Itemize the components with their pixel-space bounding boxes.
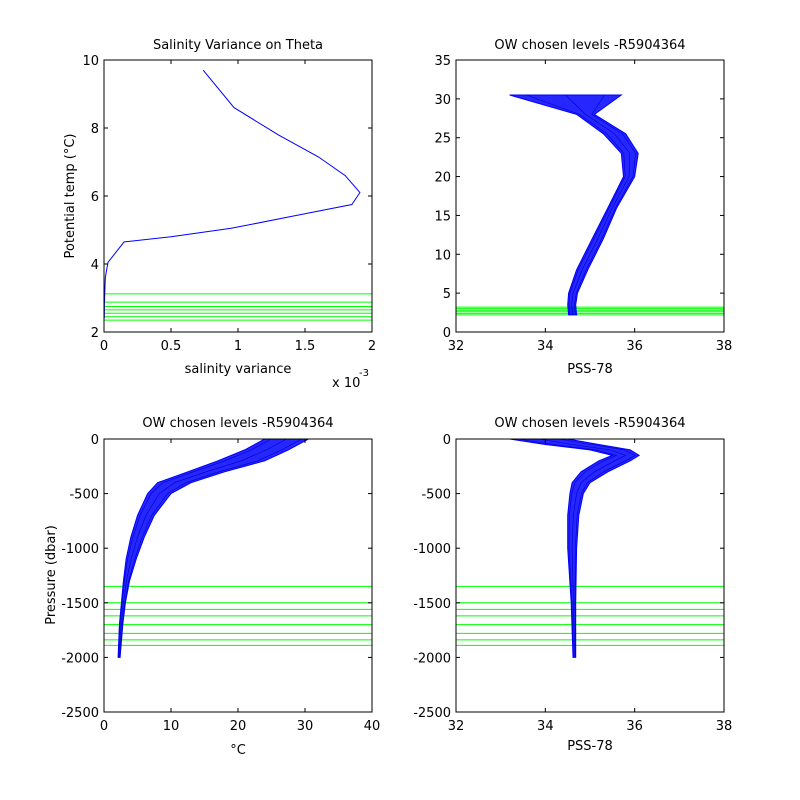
panel-4-plot-area <box>456 438 724 658</box>
panel-2-x-tick-label: 32 <box>448 339 465 354</box>
panel-2-profile-trace <box>574 94 637 315</box>
panel-1-y-tick-label: 8 <box>91 122 99 137</box>
panel-3-profile-trace <box>118 438 272 658</box>
panel-3-y-label: Pressure (dbar) <box>44 525 59 625</box>
panel-theta-salinity: OW chosen levels -R5904364 32 34 36 38 0 5 10 1… <box>434 38 732 377</box>
panel-4-x-tick-label: 34 <box>537 719 554 734</box>
panel-4-y-tick-label: -1000 <box>413 542 451 557</box>
panel-salinity-pressure: OW chosen levels -R5904364 32 34 36 38 -2500… <box>413 416 732 754</box>
panel-2-y-tick-label: 15 <box>434 209 451 224</box>
panel-4-profile-trace <box>558 438 636 658</box>
panel-1-x-tick-label: 2 <box>368 339 376 354</box>
panel-3-title: OW chosen levels -R5904364 <box>142 416 333 431</box>
panel-1-x-tick-label: 1.5 <box>295 339 316 354</box>
panel-4-profile-trace <box>538 438 627 658</box>
panel-3-x-tick-label: 40 <box>364 719 381 734</box>
panel-2-profile-band <box>509 94 639 316</box>
panel-1-ticks: 0 0.5 1 1.5 2 2 4 6 8 10 <box>82 54 376 354</box>
panel-2-title: OW chosen levels -R5904364 <box>494 38 685 53</box>
panel-1-title: Salinity Variance on Theta <box>153 38 323 53</box>
panel-2-axes-box <box>455 59 725 333</box>
panel-4-x-tick-label: 32 <box>448 719 465 734</box>
panel-1-x-tick-label: 0 <box>100 339 108 354</box>
panel-1-y-tick-label: 2 <box>91 326 99 341</box>
panel-2-y-tick-label: 20 <box>434 171 451 186</box>
panel-4-x-tick-label: 36 <box>626 719 643 734</box>
panel-2-ticks: 32 34 36 38 0 5 10 15 20 25 30 35 <box>434 54 732 354</box>
panel-4-profile-band <box>509 438 641 658</box>
panel-2-x-tick-label: 34 <box>537 339 554 354</box>
panel-3-x-tick-label: 30 <box>297 719 314 734</box>
panel-4-y-tick-label: 0 <box>443 433 451 448</box>
panel-4-profile-trace <box>518 438 618 658</box>
panel-1-x-tick-label: 0.5 <box>161 339 182 354</box>
panel-4-axes-box <box>455 438 725 713</box>
panel-2-y-tick-label: 0 <box>443 326 451 341</box>
panel-1-variance-curve <box>103 69 361 319</box>
panel-3-plot-area <box>104 438 372 658</box>
panel-4-ticks: 32 34 36 38 -2500 -2000 -1500 -1000 -500 0 <box>413 433 732 734</box>
panel-3-x-tick-label: 0 <box>100 719 108 734</box>
panel-temperature-pressure: OW chosen levels -R5904364 0 10 20 30 40 -250… <box>44 416 380 758</box>
panel-2-x-tick-label: 36 <box>626 339 643 354</box>
panel-1-y-label: Potential temp (°C) <box>63 134 78 259</box>
panel-2-y-tick-label: 35 <box>434 54 451 69</box>
panel-2-plot-area <box>456 94 724 316</box>
panel-1-x-tick-label: 1 <box>234 339 242 354</box>
panel-2-x-label: PSS-78 <box>567 362 613 377</box>
panel-3-x-label: °C <box>230 743 246 758</box>
panel-3-x-tick-label: 20 <box>230 719 247 734</box>
panel-4-y-tick-label: -1500 <box>413 597 451 612</box>
panel-1-x-exponent-base: x 10 <box>332 376 360 391</box>
panel-3-y-tick-label: -500 <box>69 488 99 503</box>
panel-3-x-tick-label: 10 <box>163 719 180 734</box>
panel-4-title: OW chosen levels -R5904364 <box>494 416 685 431</box>
panel-3-y-tick-label: -2000 <box>61 651 99 666</box>
panel-2-profile-trace <box>565 94 631 315</box>
panel-1-y-tick-label: 6 <box>91 190 99 205</box>
panel-3-y-tick-label: -1000 <box>61 542 99 557</box>
panel-3-profile-trace <box>119 438 302 658</box>
panel-salinity-variance: Salinity Variance on Theta 0 0.5 1 1.5 2 2 4 6 8… <box>63 38 376 391</box>
panel-3-ticks: 0 10 20 30 40 -2500 -2000 -1500 -1000 -500 0 <box>61 433 380 734</box>
panel-2-y-tick-label: 5 <box>443 287 451 302</box>
panel-2-x-tick-label: 38 <box>716 339 733 354</box>
panel-1-x-exponent-power: -3 <box>359 368 369 379</box>
panel-3-y-tick-label: -1500 <box>61 597 99 612</box>
panel-4-x-tick-label: 38 <box>716 719 733 734</box>
panel-4-y-tick-label: -2000 <box>413 651 451 666</box>
panel-1-y-tick-label: 4 <box>91 258 99 273</box>
panel-3-profile-trace <box>118 438 287 658</box>
panel-2-y-tick-label: 30 <box>434 93 451 108</box>
panel-3-y-tick-label: -2500 <box>61 706 99 721</box>
panel-2-y-tick-label: 10 <box>434 248 451 263</box>
panel-1-y-tick-label: 10 <box>82 54 99 69</box>
panel-4-y-tick-label: -500 <box>421 488 451 503</box>
panel-2-profile-trace <box>526 94 626 315</box>
panel-1-plot-area <box>103 69 372 321</box>
panel-1-x-label: salinity variance <box>185 362 292 377</box>
panel-4-y-tick-label: -2500 <box>413 706 451 721</box>
panel-3-y-tick-label: 0 <box>91 433 99 448</box>
panel-4-x-label: PSS-78 <box>567 739 613 754</box>
panel-2-y-tick-label: 25 <box>434 132 451 147</box>
